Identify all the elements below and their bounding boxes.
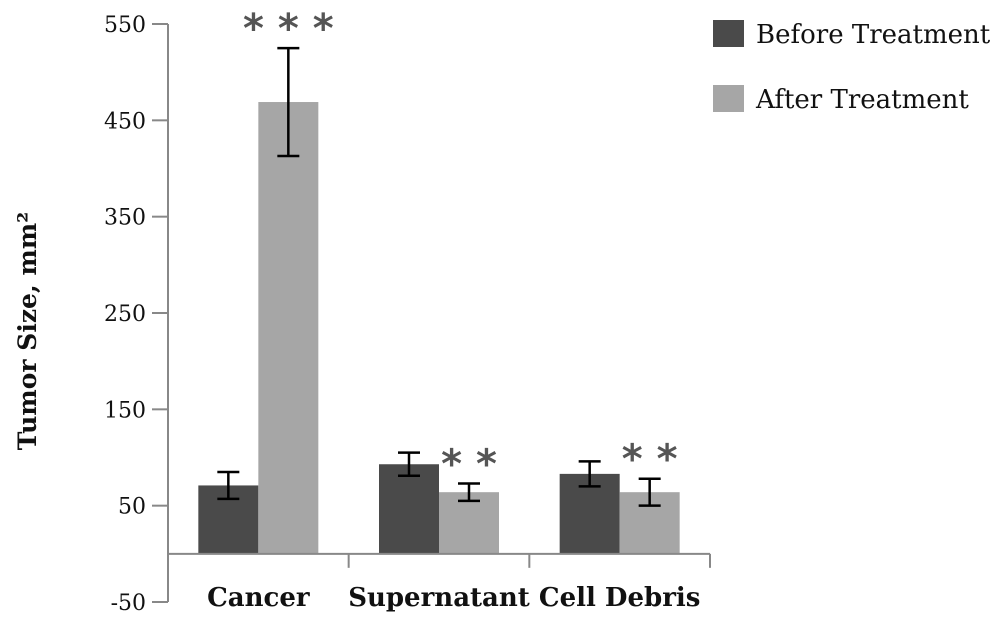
error-bars — [217, 46, 661, 507]
y-axis: -50 50 150 250 350 450 550 — [104, 13, 169, 616]
bar — [379, 464, 439, 554]
x-category-label: Cell Debris — [539, 583, 701, 613]
bar — [439, 492, 499, 554]
y-tick-label: 150 — [104, 398, 146, 423]
y-tick-label: 250 — [104, 302, 146, 327]
bars — [198, 102, 680, 554]
y-tick-label: 450 — [104, 109, 146, 134]
y-tick-label: 350 — [104, 206, 146, 231]
significance-marker: * * — [622, 437, 678, 483]
significance-marker: * * * — [243, 6, 334, 52]
y-tick-label: 550 — [104, 13, 146, 38]
legend-label: After Treatment — [755, 85, 969, 115]
bar — [258, 102, 319, 554]
y-axis-label: Tumor Size, mm² — [13, 212, 42, 450]
y-tick-label: 50 — [118, 495, 146, 520]
significance-markers: * * * * * * * — [243, 6, 678, 487]
significance-marker: * * — [441, 442, 497, 488]
legend-label: Before Treatment — [756, 20, 991, 50]
y-tick-label: -50 — [111, 591, 146, 616]
legend-swatch — [713, 85, 744, 112]
legend: Before Treatment After Treatment — [713, 20, 991, 115]
legend-swatch — [713, 20, 744, 47]
x-category-label: Supernatant — [348, 583, 530, 613]
x-category-label: Cancer — [207, 583, 310, 613]
x-axis: Cancer Supernatant Cell Debris — [167, 552, 711, 613]
